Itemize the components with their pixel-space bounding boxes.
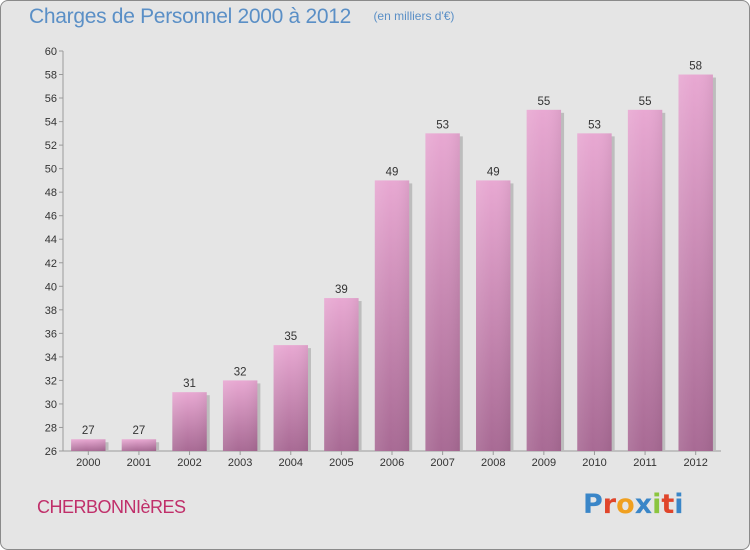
bar-sheen	[172, 392, 207, 451]
value-label: 53	[436, 119, 449, 131]
bar-sheen	[222, 380, 258, 451]
y-tick-label: 38	[45, 305, 57, 317]
value-label: 32	[234, 366, 247, 378]
logo-letter: P	[583, 489, 603, 520]
value-label: 27	[82, 425, 95, 437]
bar-sheen	[374, 180, 410, 452]
y-tick-label: 54	[45, 117, 57, 129]
y-tick-label: 50	[45, 164, 57, 176]
value-label: 31	[183, 378, 196, 390]
value-label: 53	[588, 119, 601, 131]
y-tick-label: 32	[45, 375, 57, 387]
value-label: 49	[487, 166, 500, 178]
bar-sheen	[476, 180, 511, 452]
value-label: 49	[386, 166, 399, 178]
commune-name: CHERBONNIèRES	[37, 497, 186, 517]
value-label: 39	[335, 284, 348, 296]
bar-sheen	[425, 133, 460, 451]
value-labels: 27 27 31 32 35 39 49 53 49 55 53 55 58	[82, 61, 702, 438]
logo-letter: x	[634, 489, 653, 520]
x-tick-label: 2006	[380, 457, 404, 469]
logo-letter: t	[661, 489, 675, 520]
x-tick-label: 2012	[683, 457, 707, 469]
chart-title: Charges de Personnel 2000 à 2012	[29, 5, 351, 28]
y-tick-label: 60	[45, 46, 57, 58]
chart-subtitle: (en milliers d'€)	[373, 9, 455, 23]
x-tick-label: 2000	[76, 457, 100, 469]
y-tick-label: 56	[45, 93, 57, 105]
bar-sheen	[627, 109, 663, 451]
y-tick-label: 44	[45, 234, 57, 246]
y-tick-label: 58	[45, 70, 57, 82]
y-tick-label: 36	[45, 328, 57, 340]
y-tick-label: 46	[45, 211, 57, 223]
logo-letter: i	[652, 489, 662, 520]
y-tick-label: 42	[45, 258, 57, 270]
x-tick-label: 2008	[481, 457, 505, 469]
proxiti-logo[interactable]: Proxiti	[583, 489, 684, 520]
x-tick-label: 2011	[633, 457, 657, 469]
y-tick-label: 28	[45, 422, 57, 434]
bar-sheen	[71, 439, 106, 451]
bar-sheen	[324, 298, 359, 451]
y-tick-label: 26	[45, 446, 57, 458]
x-tick-label: 2010	[582, 457, 606, 469]
y-tick-label: 40	[45, 281, 57, 293]
logo-letter: r	[602, 489, 617, 520]
x-tick-label: 2007	[430, 457, 454, 469]
y-tick-label: 30	[45, 399, 57, 411]
bar-sheen	[678, 74, 713, 451]
bar-sheen	[121, 439, 157, 451]
bar-sheen	[577, 133, 612, 451]
y-tick-label: 34	[45, 352, 57, 364]
x-tick-label: 2005	[329, 457, 353, 469]
y-tick-label: 52	[45, 140, 57, 152]
logo-letter: i	[674, 489, 684, 520]
title-row: Charges de Personnel 2000 à 2012 (en mil…	[29, 5, 454, 29]
x-tick-label: 2003	[228, 457, 252, 469]
bar-sheen	[273, 345, 308, 451]
value-label: 27	[133, 425, 146, 437]
x-tick-label: 2004	[279, 457, 303, 469]
value-label: 55	[537, 96, 550, 108]
x-tick-label: 2002	[177, 457, 201, 469]
value-label: 58	[689, 61, 702, 73]
bar-sheen	[526, 109, 562, 451]
x-tick-label: 2001	[127, 457, 151, 469]
x-tick-label: 2009	[532, 457, 556, 469]
value-label: 55	[639, 96, 652, 108]
value-label: 35	[284, 331, 297, 343]
y-tick-label: 48	[45, 187, 57, 199]
bars	[71, 74, 716, 452]
logo-letter: o	[616, 489, 635, 520]
